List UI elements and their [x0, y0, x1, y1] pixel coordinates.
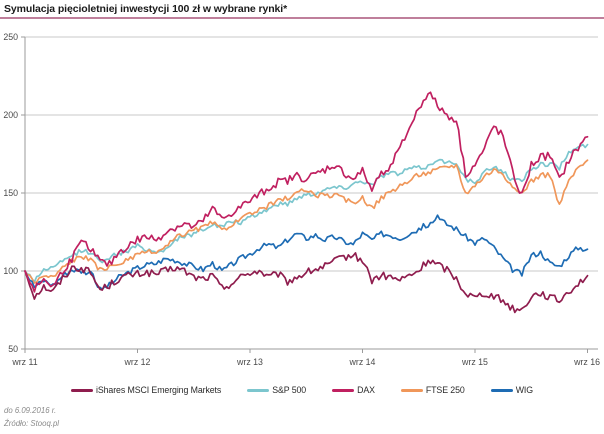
line-chart-plot: 50 100 150 200 250 wrz 11 wrz 12 wrz 13 wrz 14 wr…: [3, 32, 600, 367]
y-axis-label-200: 200: [3, 110, 18, 120]
legend-label: DAX: [357, 385, 375, 395]
x-axis-label-wrz 16: wrz 16: [573, 357, 600, 367]
legend-swatch-icon: [400, 388, 423, 392]
series-line-wig: [24, 214, 589, 291]
x-axis-label-wrz 13: wrz 13: [236, 357, 263, 367]
y-axis-label-250: 250: [3, 32, 18, 42]
legend-item-s-p-500: S&P 500: [247, 385, 306, 395]
legend-swatch-icon: [490, 388, 513, 392]
y-axis-label-50: 50: [8, 344, 18, 354]
chart-footnotes: do 6.09.2016 r. Źródło: Stooq.pl: [4, 404, 59, 430]
legend-item-wig: WIG: [490, 385, 533, 395]
x-axis-label-wrz 12: wrz 12: [124, 357, 151, 367]
page-title: Symulacja pięcioletniej inwestycji 100 z…: [4, 3, 288, 15]
legend-swatch-icon: [247, 388, 270, 392]
legend-swatch-icon: [71, 388, 94, 392]
chart-legend: iShares MSCI Emerging Markets S&P 500 DAX F…: [0, 385, 604, 395]
legend-swatch-icon: [332, 388, 355, 392]
x-axis-label-wrz 14: wrz 14: [349, 357, 376, 367]
title-underline-bar: [0, 17, 604, 19]
y-axis-label-150: 150: [3, 188, 18, 198]
legend-item-dax: DAX: [332, 385, 375, 395]
y-axis-label-100: 100: [3, 266, 18, 276]
footnote-date: do 6.09.2016 r.: [4, 406, 57, 415]
footnote-source: Źródło: Stooq.pl: [4, 419, 60, 428]
series-line-ftse-250: [24, 159, 589, 284]
series-line-dax: [24, 91, 589, 293]
legend-item-ishares-msci-emerging-markets: iShares MSCI Emerging Markets: [71, 385, 221, 395]
legend-label: S&P 500: [272, 385, 307, 395]
legend-label: FTSE 250: [425, 385, 465, 395]
x-axis-label-wrz 11: wrz 11: [11, 357, 37, 367]
series-line-ishares-msci-emerging-markets: [24, 252, 589, 314]
x-axis-label-wrz 15: wrz 15: [461, 357, 488, 367]
legend-label: iShares MSCI Emerging Markets: [96, 385, 222, 395]
legend-item-ftse-250: FTSE 250: [400, 385, 465, 395]
legend-label: WIG: [515, 385, 533, 395]
